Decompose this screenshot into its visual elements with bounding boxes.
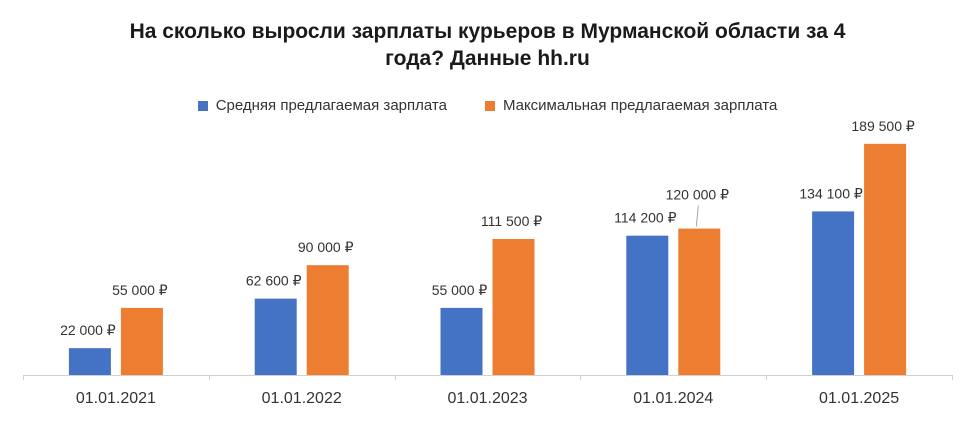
bar-maximum bbox=[864, 143, 907, 375]
chart-legend: Средняя предлагаемая зарплата Максимальн… bbox=[0, 97, 975, 114]
data-label-average: 134 100 ₽ bbox=[799, 185, 862, 201]
x-tick-label: 01.01.2021 bbox=[76, 390, 156, 407]
bar-maximum bbox=[678, 228, 721, 375]
chart-title-line-1: На сколько выросли зарплаты курьеров в М… bbox=[129, 20, 846, 43]
bar-average bbox=[254, 298, 297, 375]
bar-maximum bbox=[306, 265, 349, 375]
data-label-average: 22 000 ₽ bbox=[60, 322, 116, 338]
bar-average bbox=[812, 211, 855, 375]
legend-item-maximum: Максимальная предлагаемая зарплата bbox=[484, 97, 778, 114]
data-label-average: 114 200 ₽ bbox=[614, 210, 676, 226]
data-label-maximum: 90 000 ₽ bbox=[298, 239, 354, 255]
legend-label-maximum: Максимальная предлагаемая зарплата bbox=[502, 97, 778, 114]
data-label-maximum: 55 000 ₽ bbox=[112, 282, 168, 298]
legend-swatch-maximum bbox=[484, 100, 495, 111]
chart-title-line-2: года? Данные hh.ru bbox=[385, 47, 590, 70]
x-tick-label: 01.01.2023 bbox=[447, 390, 527, 407]
x-tick-label: 01.01.2024 bbox=[633, 390, 713, 407]
chart-title: На сколько выросли зарплаты курьеров в М… bbox=[0, 18, 975, 72]
bar-average bbox=[68, 348, 111, 375]
data-label-average: 55 000 ₽ bbox=[432, 282, 488, 298]
x-tick-label: 01.01.2022 bbox=[262, 390, 342, 407]
legend-label-average: Средняя предлагаемая зарплата bbox=[215, 97, 447, 114]
data-label-average: 62 600 ₽ bbox=[246, 273, 302, 289]
data-label-maximum: 189 500 ₽ bbox=[851, 118, 914, 134]
bar-maximum bbox=[120, 307, 163, 375]
bar-average bbox=[626, 235, 669, 375]
legend-item-average: Средняя предлагаемая зарплата bbox=[197, 97, 447, 114]
data-label-leader-line bbox=[695, 205, 699, 227]
x-tick-label: 01.01.2025 bbox=[819, 390, 899, 407]
bar-average bbox=[440, 307, 483, 375]
data-label-maximum: 120 000 ₽ bbox=[666, 187, 729, 203]
legend-swatch-average bbox=[197, 100, 208, 111]
bar-maximum bbox=[492, 238, 535, 375]
data-label-maximum: 111 500 ₽ bbox=[481, 213, 542, 229]
